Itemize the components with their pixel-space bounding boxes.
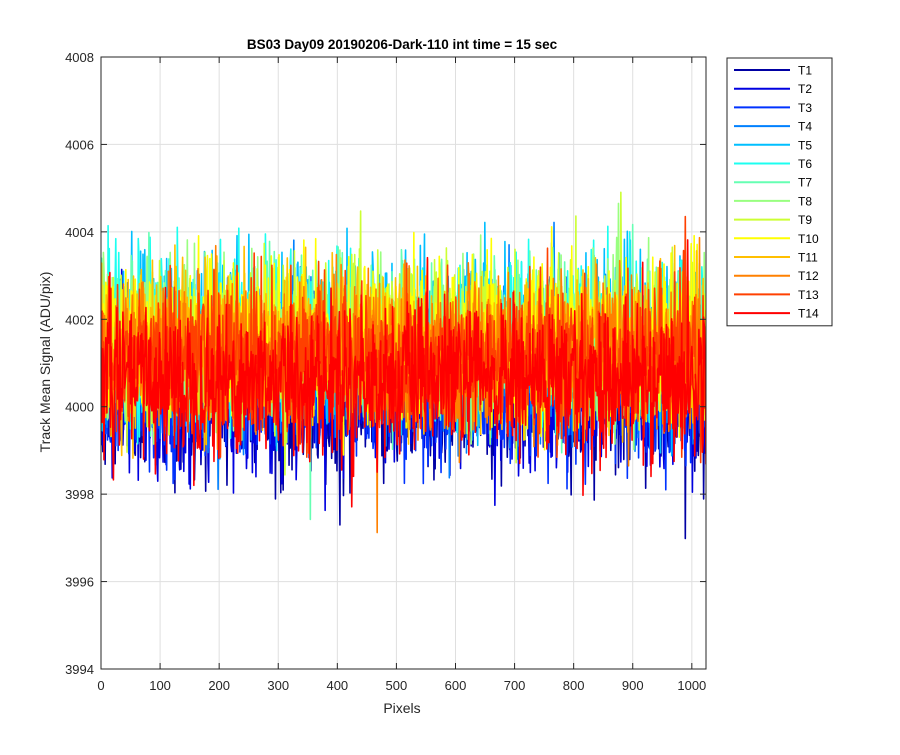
x-tick-label: 500 [386,678,408,693]
y-tick-label: 4006 [65,137,94,152]
tick-labels: 0 100 200 300 400 500 600 700 800 900 1000 3994 3996… [65,50,706,693]
y-tick-label: 4008 [65,50,94,65]
y-tick-label: 3998 [65,487,94,502]
axes [100,56,707,670]
y-tick-label: 4002 [65,312,94,327]
legend: T1 T2 T3 T4 T5 T6 T7 T8 T9 T10 T11 T12 T13 T14 [726,57,833,327]
legend-label-t10: T10 [798,232,819,246]
legend-label-t13: T13 [798,288,819,302]
y-tick-label: 3994 [65,662,94,677]
legend-label-t5: T5 [798,138,812,152]
y-tick-label: 4000 [65,400,94,415]
x-tick-label: 400 [326,678,348,693]
legend-label-t12: T12 [798,269,819,283]
y-axis-label: Track Mean Signal (ADU/pix) [37,272,53,453]
legend-label-t4: T4 [798,120,812,134]
axes-box [100,56,707,670]
legend-label-t1: T1 [798,64,812,78]
x-tick-label: 800 [563,678,585,693]
legend-label-t9: T9 [798,213,812,227]
legend-label-t7: T7 [798,176,812,190]
x-tick-label: 900 [622,678,644,693]
x-tick-label: 300 [267,678,289,693]
legend-label-t3: T3 [798,101,812,115]
legend-label-t6: T6 [798,157,812,171]
y-tick-label: 4004 [65,225,94,240]
legend-label-t11: T11 [798,251,818,265]
legend-label-t2: T2 [798,82,812,96]
x-tick-label: 1000 [677,678,706,693]
y-tick-label: 3996 [65,575,94,590]
x-tick-label: 700 [504,678,526,693]
legend-box [726,57,833,327]
x-axis-label: Pixels [383,700,420,716]
chart-title: BS03 Day09 20190206-Dark-110 int time = … [247,37,558,52]
plot-series [101,191,706,540]
x-tick-label: 600 [445,678,467,693]
series-line-t14 [101,239,706,508]
legend-label-t8: T8 [798,194,812,208]
x-tick-label: 200 [208,678,230,693]
x-tick-label: 0 [97,678,104,693]
legend-label-t14: T14 [798,307,819,321]
x-tick-label: 100 [149,678,171,693]
